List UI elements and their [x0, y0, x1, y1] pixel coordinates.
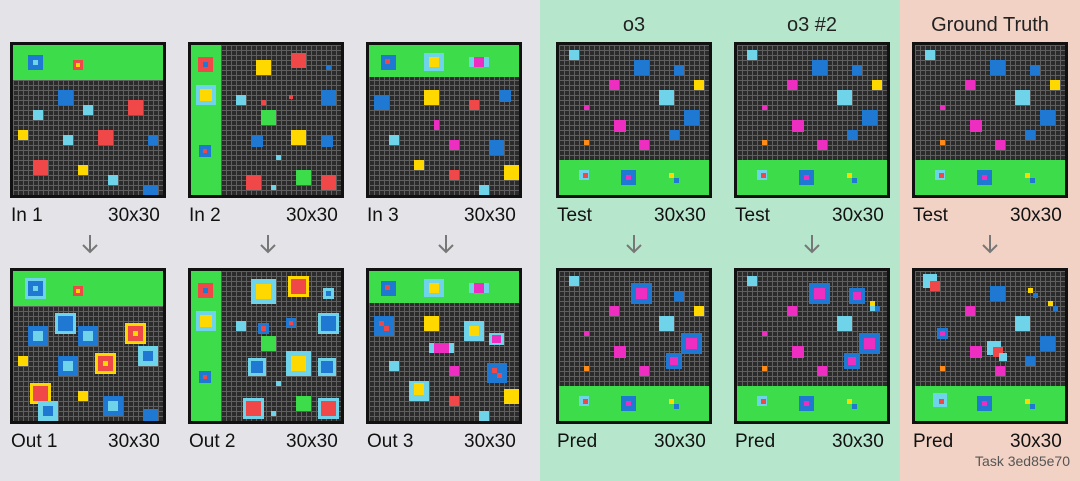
- grid-pred-o3-2: [734, 268, 890, 424]
- in-2-label: In 2: [189, 205, 221, 226]
- task-id: Task 3ed85e70: [975, 453, 1070, 469]
- test-o3-2-label: Test: [735, 205, 770, 226]
- pred-o3-label: Pred: [557, 431, 598, 452]
- o3-2-header: o3 #2: [786, 14, 838, 36]
- grid-in-3: [366, 42, 522, 198]
- grid-in-2: [188, 42, 344, 198]
- grid-out-2: [188, 268, 344, 424]
- grid-test-o3-2: [734, 42, 890, 198]
- in-1-size: 30x30: [108, 205, 160, 226]
- test-o3-2-size: 30x30: [832, 205, 884, 226]
- pred-ground-truth-size: 30x30: [1010, 431, 1062, 452]
- ground-truth-header: Ground Truth: [931, 14, 1049, 36]
- out-3-label: Out 3: [367, 431, 414, 452]
- o3-header: o3: [622, 14, 646, 36]
- pred-ground-truth-label: Pred: [913, 431, 954, 452]
- grid-in-1: [10, 42, 166, 198]
- arrow-down-icon: [82, 235, 98, 254]
- in-2-size: 30x30: [286, 205, 338, 226]
- arrow-down-icon: [626, 235, 642, 254]
- out-1-label: Out 1: [11, 431, 58, 452]
- test-o3-label: Test: [557, 205, 592, 226]
- grid-pred-o3: [556, 268, 712, 424]
- pred-o3-2-size: 30x30: [832, 431, 884, 452]
- grid-test-ground-truth: [912, 42, 1068, 198]
- arrow-down-icon: [982, 235, 998, 254]
- grid-out-3: [366, 268, 522, 424]
- test-o3-size: 30x30: [654, 205, 706, 226]
- grid-pred-ground-truth: [912, 268, 1068, 424]
- in-3-label: In 3: [367, 205, 399, 226]
- out-1-size: 30x30: [108, 431, 160, 452]
- arrow-down-icon: [804, 235, 820, 254]
- in-1-label: In 1: [11, 205, 43, 226]
- arrow-down-icon: [260, 235, 276, 254]
- in-3-size: 30x30: [464, 205, 516, 226]
- grid-test-o3: [556, 42, 712, 198]
- test-ground-truth-label: Test: [913, 205, 948, 226]
- pred-o3-2-label: Pred: [735, 431, 776, 452]
- arrow-down-icon: [438, 235, 454, 254]
- out-2-size: 30x30: [286, 431, 338, 452]
- pred-o3-size: 30x30: [654, 431, 706, 452]
- out-3-size: 30x30: [464, 431, 516, 452]
- out-2-label: Out 2: [189, 431, 236, 452]
- test-ground-truth-size: 30x30: [1010, 205, 1062, 226]
- grid-out-1: [10, 268, 166, 424]
